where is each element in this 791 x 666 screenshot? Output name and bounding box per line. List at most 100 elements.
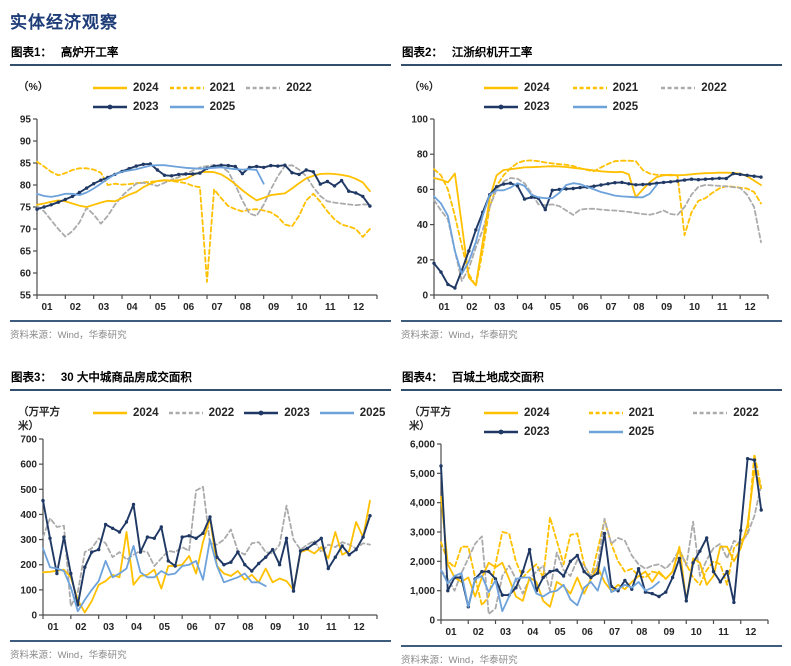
chart-4-header: 图表4： 百城土地成交面积 (401, 369, 782, 391)
legend-sample-2022 (246, 86, 281, 90)
legend-label-2025: 2025 (359, 407, 386, 419)
chart-2-source: 资料来源：Wind，华泰研究 (401, 320, 782, 341)
y-tick-label: 75 (20, 203, 32, 214)
legend-sample-2024 (484, 411, 518, 415)
legend-item-2023: 2023 (483, 426, 550, 438)
y-tick-label: 400 (20, 510, 37, 521)
legend-label-2024: 2024 (524, 82, 550, 94)
y-tick-label: 5,000 (410, 469, 435, 480)
y-tick-label: 80 (20, 181, 32, 192)
legend-sample-2021 (169, 86, 204, 90)
chart-2-canvas: （%） 2024 2021 2022 2023 2025 100 80 60 40 20 0 01 02 0… (401, 81, 782, 315)
series-line-2021 (36, 160, 371, 283)
x-tick-label: 04 (131, 622, 143, 633)
housing-transactions-plot: 700 600 500 400 300 200 100 0 01 02 03 04 05 06 07 08 09… (20, 435, 378, 633)
chart-2-title: 江浙织机开工率 (451, 47, 533, 59)
x-tick-label: 08 (240, 302, 252, 313)
x-tick-label: 03 (103, 622, 115, 633)
series-line-2024 (433, 165, 762, 287)
land-transactions-legend: 2024 2021 2022 2023 2025 (483, 406, 759, 438)
legend-item-2023: 2023 (483, 101, 550, 113)
legend-label-2021: 2021 (628, 407, 655, 419)
chart-3-canvas: （万平方 米） 2024 2022 2023 2025 700 600 500 400 300 200… (10, 406, 391, 635)
land-transactions-legend-area: （万平方 米） 2024 2021 2022 2023 2025 (409, 406, 782, 438)
legend-item-2024: 2024 (483, 82, 550, 94)
x-tick-label: 10 (691, 627, 703, 638)
legend-label-2025: 2025 (209, 101, 236, 113)
series-line-2024 (440, 469, 763, 608)
x-tick-label: 02 (473, 627, 485, 638)
legend-item-2024: 2024 (92, 407, 159, 419)
y-tick-label: 60 (20, 269, 32, 280)
legend-label-2023: 2023 (133, 101, 159, 113)
blast-furnace-legend-area: （%） 2024 2021 2022 2023 2025 (18, 81, 391, 113)
legend-item-2023: 2023 (92, 101, 159, 113)
housing-transactions-unit-label: （万平方 米） (18, 406, 60, 432)
legend-sample-2025 (572, 105, 607, 109)
x-tick-label: 07 (214, 622, 226, 633)
series-line-2021 (433, 159, 762, 288)
chart-1-title: 高炉开工率 (60, 47, 119, 59)
series-markers-2023 (35, 162, 372, 211)
y-tick-label: 600 (20, 460, 37, 471)
x-tick-label: 05 (155, 302, 167, 313)
x-tick-label: 11 (718, 627, 729, 638)
x-tick-label: 09 (663, 627, 675, 638)
legend-sample-2021 (572, 86, 607, 90)
y-tick-label: 2,000 (410, 557, 435, 568)
legend-sample-2025 (319, 411, 354, 415)
y-tick-label: 300 (20, 535, 37, 546)
legend-sample-2025 (169, 105, 204, 109)
x-tick-label: 06 (582, 627, 594, 638)
legend-item-2022: 2022 (660, 82, 727, 94)
x-tick-label: 09 (270, 622, 282, 633)
x-tick-label: 07 (609, 627, 621, 638)
series-line-2022 (36, 164, 371, 238)
legend-label-2025: 2025 (628, 426, 655, 438)
y-tick-label: 60 (417, 185, 429, 196)
chart-3-label: 图表3： (11, 372, 52, 384)
legend-sample-2023 (244, 410, 279, 416)
series-line-2025 (433, 182, 658, 275)
chart-4-source: 资料来源：Wind，华泰研究 (401, 645, 782, 666)
y-tick-label: 100 (411, 115, 428, 126)
x-tick-label: 05 (159, 622, 171, 633)
x-tick-label: 04 (527, 627, 539, 638)
loom-rate-plot: 100 80 60 40 20 0 01 02 03 04 05 06 07 08 09 10 11 12 (411, 115, 769, 313)
blast-furnace-unit-label: （%） (18, 81, 49, 93)
y-tick-label: 500 (20, 485, 37, 496)
x-tick-label: 09 (268, 302, 280, 313)
legend-item-2025: 2025 (319, 407, 386, 419)
y-tick-label: 80 (417, 150, 429, 161)
y-tick-label: 0 (422, 291, 428, 302)
land-transactions-unit-label: （万平方 米） (409, 406, 451, 432)
land-transactions-plot: 6,000 5,000 4,000 3,000 2,000 1,000 0 01 02 03 04 0… (410, 440, 769, 638)
legend-label-2025: 2025 (612, 101, 639, 113)
chart-2-label: 图表2： (402, 47, 443, 59)
x-tick-label: 05 (550, 302, 562, 313)
page-title: 实体经济观察 (10, 13, 118, 32)
legend-label-2022: 2022 (701, 82, 727, 94)
x-tick-label: 07 (605, 302, 617, 313)
x-tick-label: 07 (211, 302, 223, 313)
x-tick-label: 06 (183, 302, 195, 313)
legend-item-2024: 2024 (483, 407, 550, 419)
legend-sample-2022 (661, 86, 696, 90)
x-tick-label: 02 (466, 302, 478, 313)
x-tick-label: 01 (438, 302, 450, 313)
loom-rate-legend-area: （%） 2024 2021 2022 2023 2025 (409, 81, 782, 113)
legend-item-2022: 2022 (245, 82, 312, 94)
y-tick-label: 85 (20, 159, 32, 170)
y-tick-label: 70 (20, 225, 32, 236)
legend-sample-2023 (484, 429, 518, 435)
legend-sample-2021 (588, 411, 623, 415)
x-tick-label: 04 (126, 302, 138, 313)
legend-sample-2024 (93, 411, 127, 415)
x-tick-label: 02 (70, 302, 82, 313)
legend-label-2022: 2022 (286, 82, 312, 94)
chart-block-3: 图表3： 30 大中城商品房成交面积 （万平方 米） 2024 2022 2023 2025… (10, 369, 391, 666)
x-tick-label: 01 (445, 627, 457, 638)
x-tick-label: 09 (661, 302, 673, 313)
loom-rate-legend: 2024 2021 2022 2023 2025 (483, 81, 727, 113)
